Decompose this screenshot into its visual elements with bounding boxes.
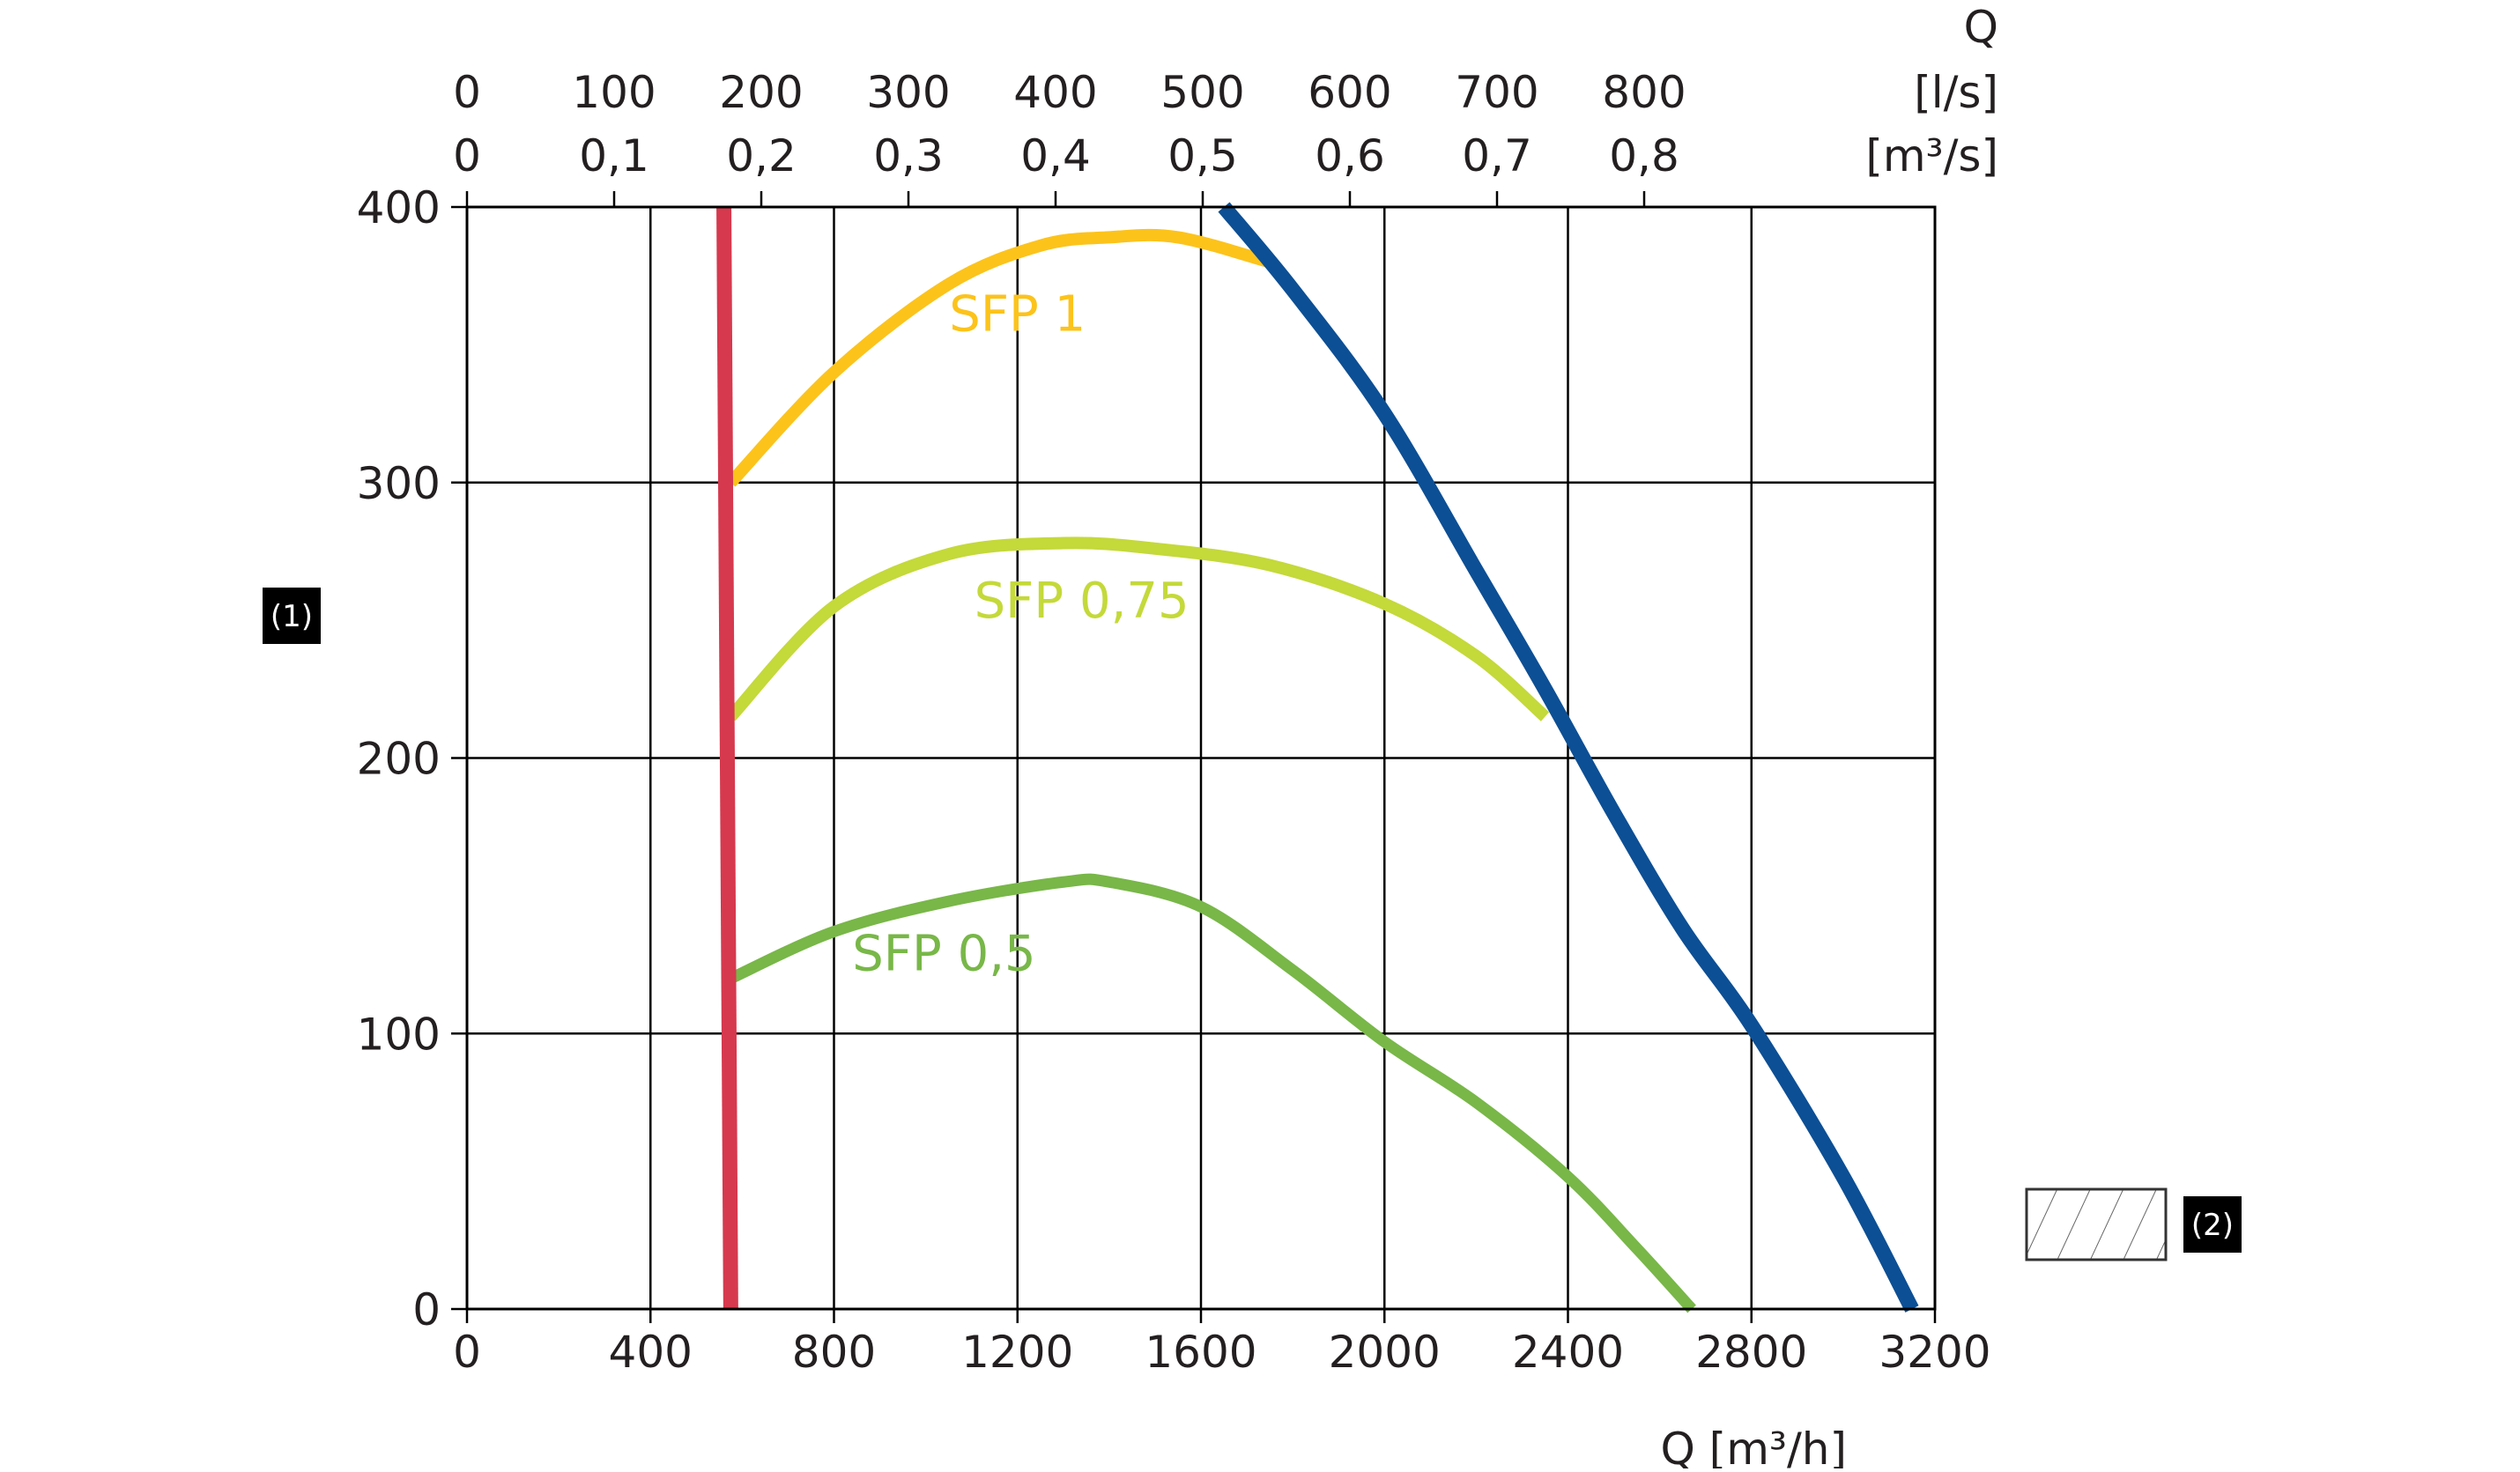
series-label-0: SFP 1 [949, 286, 1086, 344]
top-row2-label-2: 0,2 [726, 130, 797, 181]
series-label-2: SFP 0,5 [852, 925, 1035, 982]
top-row1-label-7: 700 [1455, 67, 1538, 118]
x-tick-label-2: 800 [792, 1327, 876, 1378]
top-row2-label-7: 0,7 [1462, 130, 1532, 181]
top-row2-label-6: 0,6 [1315, 130, 1385, 181]
x-tick-label-3: 1200 [961, 1327, 1073, 1378]
top-axis-unit-row1: [l/s] [1914, 67, 1998, 118]
tick-layer [451, 191, 1937, 1323]
label-layer: 0 400 800 1200 1600 2000 2400 2800 3200010020030… [357, 2, 1998, 1472]
x-tick-label-8: 3200 [1879, 1327, 1990, 1378]
top-row1-label-5: 500 [1160, 67, 1244, 118]
y-tick-label-2: 200 [357, 734, 441, 785]
legend-hatched-area: (2) [2025, 1187, 2242, 1261]
x-tick-label-7: 2800 [1695, 1327, 1807, 1378]
top-axis-unit-row2: [m³/s] [1865, 130, 1998, 181]
top-row2-label-0: 0 [453, 130, 481, 181]
x-tick-label-1: 400 [609, 1327, 693, 1378]
top-row1-label-3: 300 [866, 67, 950, 118]
x-axis-label: Q [m³/h] [1660, 1424, 1847, 1468]
series-line-4 [1218, 202, 1919, 1313]
top-axis-title: Q [1964, 2, 1998, 53]
y-tick-label-1: 100 [357, 1009, 441, 1060]
annotation-1: (1) [263, 588, 321, 644]
x-tick-label-6: 2400 [1512, 1327, 1624, 1378]
top-row2-label-4: 0,4 [1020, 130, 1091, 181]
top-row2-label-8: 0,8 [1609, 130, 1679, 181]
annotation-1-box [263, 588, 321, 644]
annotation-1-text: (1) [271, 599, 313, 634]
series-layer [716, 202, 1919, 1313]
top-row2-label-1: 0,1 [579, 130, 649, 181]
series-line-2 [728, 873, 1696, 1313]
x-tick-label-5: 2000 [1329, 1327, 1441, 1378]
x-tick-label-0: 0 [453, 1327, 481, 1378]
x-tick-label-4: 1600 [1145, 1327, 1256, 1378]
annotation-2-text: (2) [2191, 1208, 2234, 1243]
grid-layer [465, 205, 1937, 1311]
top-row2-label-5: 0,5 [1167, 130, 1238, 181]
series-label-1: SFP 0,75 [975, 573, 1190, 630]
top-row1-label-8: 800 [1602, 67, 1686, 118]
top-row1-label-2: 200 [719, 67, 803, 118]
top-row1-label-0: 0 [453, 67, 481, 118]
hatch-swatch [2025, 1187, 2168, 1261]
series-line-0 [726, 228, 1271, 487]
y-tick-label-3: 300 [357, 458, 441, 509]
series-line-1 [726, 536, 1550, 721]
top-row1-label-6: 600 [1308, 67, 1391, 118]
top-row2-label-3: 0,3 [873, 130, 944, 181]
y-tick-label-4: 400 [357, 182, 441, 233]
top-row1-label-1: 100 [572, 67, 656, 118]
y-tick-label-0: 0 [412, 1284, 441, 1335]
series-line-3 [716, 206, 738, 1310]
annotation-2-box [2183, 1196, 2242, 1253]
top-row1-label-4: 400 [1013, 67, 1097, 118]
